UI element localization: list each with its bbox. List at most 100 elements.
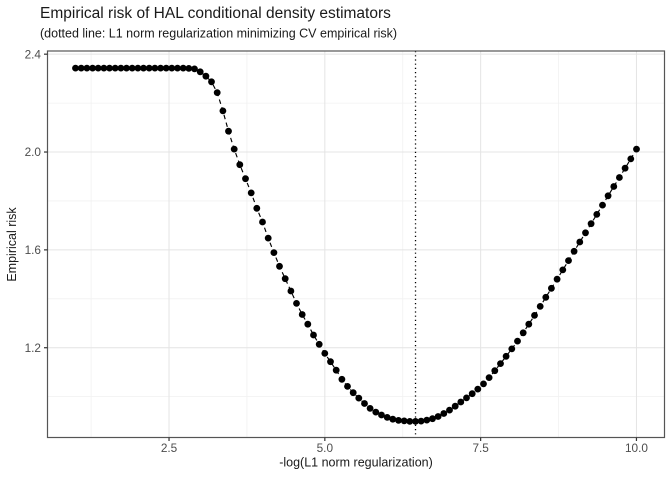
- panel-border: [46, 50, 666, 439]
- y-tick-label: 1.6: [25, 243, 42, 257]
- data-point: [389, 415, 397, 423]
- data-point: [378, 411, 385, 419]
- axis-tick-marks: [44, 53, 638, 441]
- data-point: [89, 64, 96, 72]
- data-point: [162, 64, 170, 72]
- data-point: [610, 183, 618, 190]
- data-point: [344, 383, 351, 390]
- data-point: [196, 68, 204, 76]
- data-point: [361, 400, 368, 407]
- data-point: [242, 175, 249, 183]
- data-point: [94, 64, 102, 72]
- data-point: [83, 64, 91, 72]
- data-point: [145, 64, 153, 72]
- data-point: [310, 331, 317, 339]
- data-point: [451, 402, 459, 410]
- data-point: [406, 418, 414, 425]
- data-point: [587, 220, 595, 228]
- data-point: [128, 64, 136, 72]
- data-point: [247, 189, 255, 197]
- y-tick-label: 2.0: [25, 145, 42, 159]
- data-point: [616, 174, 623, 181]
- data-point: [366, 405, 374, 412]
- data-point: [111, 64, 119, 72]
- panel-background: [47, 51, 665, 438]
- data-point: [293, 300, 300, 307]
- data-point: [463, 394, 470, 402]
- data-point: [208, 78, 215, 86]
- x-tick-label: 10.0: [625, 441, 648, 455]
- data-point: [621, 164, 629, 172]
- data-point: [627, 155, 635, 163]
- major-gridlines: [47, 51, 665, 438]
- data-point: [332, 366, 340, 374]
- data-point: [236, 161, 244, 169]
- y-tick-label: 1.2: [25, 341, 41, 355]
- data-point: [191, 65, 198, 73]
- data-point: [259, 218, 266, 226]
- data-point: [174, 64, 181, 72]
- data-point: [298, 311, 306, 318]
- data-point: [185, 65, 193, 72]
- x-tick-label: 7.5: [472, 441, 489, 455]
- data-point: [287, 287, 295, 295]
- data-point: [349, 389, 357, 397]
- data-point: [599, 201, 606, 209]
- data-point: [179, 64, 187, 72]
- chart-subtitle: (dotted line: L1 norm regularization min…: [40, 27, 397, 41]
- data-point: [281, 275, 289, 283]
- data-point: [576, 238, 584, 246]
- data-point: [417, 417, 425, 425]
- data-point: [423, 416, 431, 424]
- data-point: [553, 275, 561, 283]
- data-point: [225, 127, 232, 135]
- data-point: [570, 247, 578, 255]
- axis-tick-labels: 2.5 5.0 7.5 10.0 1.2 1.6 2.0 2.4: [25, 47, 649, 455]
- chart-title: Empirical risk of HAL conditional densit…: [40, 5, 391, 22]
- minor-gridlines: [47, 51, 665, 438]
- data-point: [304, 320, 312, 328]
- data-point: [491, 367, 499, 375]
- data-point: [400, 417, 408, 425]
- data-point: [525, 320, 533, 328]
- data-point: [315, 340, 323, 348]
- data-point: [502, 352, 510, 360]
- data-point: [276, 262, 283, 270]
- data-point: [213, 89, 221, 96]
- data-point: [536, 303, 544, 310]
- data-point: [134, 64, 142, 72]
- data-point: [593, 211, 601, 218]
- data-point: [253, 204, 261, 212]
- data-point: [168, 64, 176, 72]
- data-point: [219, 107, 227, 115]
- data-point: [542, 293, 550, 301]
- data-point: [383, 414, 391, 421]
- data-point: [123, 64, 130, 72]
- panel-border-rect: [46, 50, 666, 439]
- y-axis-title: Empirical risk: [5, 207, 19, 282]
- data-point: [412, 418, 419, 425]
- data-point: [321, 350, 329, 357]
- data-point: [372, 408, 380, 416]
- data-point: [327, 358, 334, 366]
- data-point: [202, 72, 210, 80]
- data-point: [514, 337, 521, 345]
- data-point: [633, 145, 640, 153]
- y-tick-label: 2.4: [25, 47, 42, 61]
- x-axis-title: -log(L1 norm regularization): [279, 456, 433, 470]
- data-point: [440, 410, 448, 417]
- x-tick-label: 2.5: [161, 441, 178, 455]
- data-point: [117, 64, 125, 72]
- data-point: [508, 345, 516, 353]
- data-point: [77, 64, 85, 72]
- data-point: [151, 64, 159, 72]
- series-dashed-line: [75, 67, 637, 422]
- data-point: [434, 413, 442, 420]
- data-point: [100, 64, 108, 72]
- data-point: [604, 192, 612, 200]
- data-point: [72, 64, 79, 72]
- series-points: [72, 64, 640, 425]
- data-point: [270, 249, 278, 256]
